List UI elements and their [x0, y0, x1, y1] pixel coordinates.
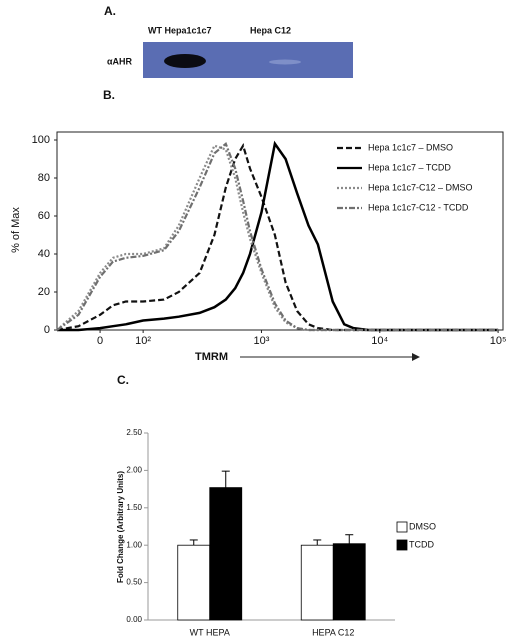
bar: [209, 487, 243, 621]
y-tick-label: 60: [38, 210, 50, 222]
y-axis-title: % of Max: [10, 207, 22, 253]
y-tick-label: 0: [44, 324, 50, 336]
legend-label: TCDD: [409, 539, 434, 549]
y-tick-label: 80: [38, 172, 50, 184]
y-tick-label: 20: [38, 286, 50, 298]
y-tick-label: 100: [32, 134, 50, 146]
y-tick-label: 0.00: [126, 615, 142, 624]
x-tick-label: 10²: [135, 335, 151, 347]
arrow-head: [412, 353, 420, 361]
lane-label: WT Hepa1c1c7: [148, 25, 212, 35]
series-line: [57, 140, 499, 332]
x-tick-label: 10⁵: [490, 335, 507, 347]
plot-frame: [56, 131, 504, 331]
series-line: [56, 142, 499, 332]
y-tick-label: 1.50: [126, 503, 142, 512]
y-tick-label: 1.00: [126, 540, 142, 549]
series-line: [56, 141, 499, 332]
panel-label: B.: [103, 88, 115, 102]
x-tick-label: 10³: [254, 335, 270, 347]
panel-label: A.: [104, 4, 116, 18]
x-tick-label: 0: [97, 335, 103, 347]
legend-label: DMSO: [409, 521, 436, 531]
y-axis-title: Fold Change (Arbitrary Units): [116, 471, 125, 583]
blot-band: [164, 54, 206, 68]
panel-label: C.: [117, 373, 129, 387]
bar: [332, 543, 366, 621]
y-tick-label: 2.00: [126, 466, 142, 475]
x-tick-label: WT HEPA: [190, 627, 230, 637]
blot-band: [269, 59, 301, 65]
bar: [177, 544, 211, 621]
lane-label: Hepa C12: [250, 25, 291, 35]
legend-label: Hepa 1c1c7-C12 – DMSO: [368, 182, 473, 192]
y-tick-label: 2.50: [126, 428, 142, 437]
y-tick-label: 40: [38, 248, 50, 260]
legend-label: Hepa 1c1c7 – TCDD: [368, 162, 451, 172]
x-axis-title: TMRM: [195, 351, 228, 363]
bar: [300, 544, 334, 621]
row-label: αAHR: [107, 56, 133, 66]
x-tick-label: HEPA C12: [312, 627, 354, 637]
legend-swatch: [396, 521, 408, 533]
legend-label: Hepa 1c1c7-C12 - TCDD: [368, 202, 469, 212]
legend-label: Hepa 1c1c7 – DMSO: [368, 142, 453, 152]
legend-swatch: [396, 539, 408, 551]
x-tick-label: 10⁴: [371, 335, 388, 347]
y-tick-label: 0.50: [126, 578, 142, 587]
